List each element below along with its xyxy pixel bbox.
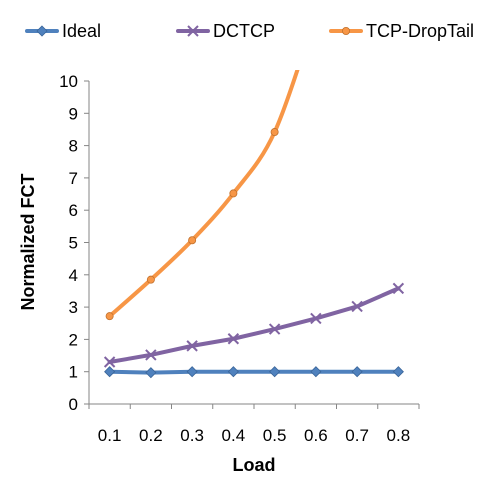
legend-label: Ideal: [62, 21, 101, 41]
data-point: [270, 128, 279, 137]
data-point: [268, 323, 281, 335]
data-point: [310, 312, 322, 325]
legend-label: TCP-DropTail: [366, 21, 474, 41]
series-dctcp: [103, 282, 405, 368]
data-point: [227, 333, 240, 345]
series-tcp-droptail: [105, 70, 300, 321]
data-point: [105, 312, 114, 321]
x-axis-title: Load: [233, 455, 276, 475]
x-tick-label: 0.4: [222, 426, 246, 445]
x-tick-label: 0.6: [304, 426, 328, 445]
series-line: [107, 369, 401, 375]
series-line: [107, 286, 401, 365]
y-tick-label: 7: [69, 169, 78, 188]
data-point: [269, 366, 281, 378]
x-tick-label: 0.3: [180, 426, 204, 445]
y-tick-label: 2: [69, 330, 78, 349]
legend-marker: [341, 26, 350, 35]
data-point: [351, 366, 363, 378]
y-axis-title: Normalized FCT: [18, 173, 38, 310]
legend-entry: TCP-DropTail: [329, 21, 474, 41]
data-point: [351, 300, 363, 313]
legend: Ideal DCTCP TCP-DropTail: [25, 21, 474, 41]
y-tick-label: 1: [69, 363, 78, 382]
y-tick-label: 9: [69, 104, 78, 123]
data-point: [104, 366, 116, 378]
y-tick-label: 4: [69, 266, 78, 285]
y-tick-label: 3: [69, 298, 78, 317]
data-point: [392, 366, 404, 378]
y-tick-label: 5: [69, 234, 78, 253]
data-point: [186, 366, 198, 378]
data-point: [103, 356, 116, 368]
legend-entry: Ideal: [25, 21, 101, 41]
x-tick-label: 0.7: [345, 426, 369, 445]
legend-entry: DCTCP: [176, 21, 275, 41]
data-point: [188, 236, 197, 245]
data-point: [186, 340, 198, 352]
data-point: [145, 367, 157, 379]
y-tick-group: 0 1 2 3 4 5 6 7 8 9 10: [59, 72, 89, 414]
data-point: [310, 366, 322, 378]
x-tick-label: 0.2: [139, 426, 163, 445]
legend-marker: [187, 25, 199, 37]
data-point: [227, 366, 239, 378]
series-ideal: [104, 366, 404, 379]
data-point: [146, 275, 155, 284]
data-point: [229, 189, 238, 198]
x-tick-label: 0.1: [98, 426, 122, 445]
legend-marker: [36, 25, 48, 37]
data-point: [392, 282, 405, 295]
series-line: [107, 70, 300, 319]
x-tick-label: 0.8: [387, 426, 411, 445]
y-tick-label: 6: [69, 201, 78, 220]
series-layer: [103, 70, 405, 379]
x-tick-label: 0.5: [263, 426, 287, 445]
y-tick-label: 0: [69, 395, 78, 414]
x-tick-group: 0.1 0.2 0.3 0.4 0.5 0.6 0.7 0.8: [88, 404, 420, 445]
y-tick-label: 10: [59, 72, 78, 91]
legend-label: DCTCP: [213, 21, 275, 41]
y-tick-label: 8: [69, 137, 78, 156]
data-point: [145, 349, 157, 361]
